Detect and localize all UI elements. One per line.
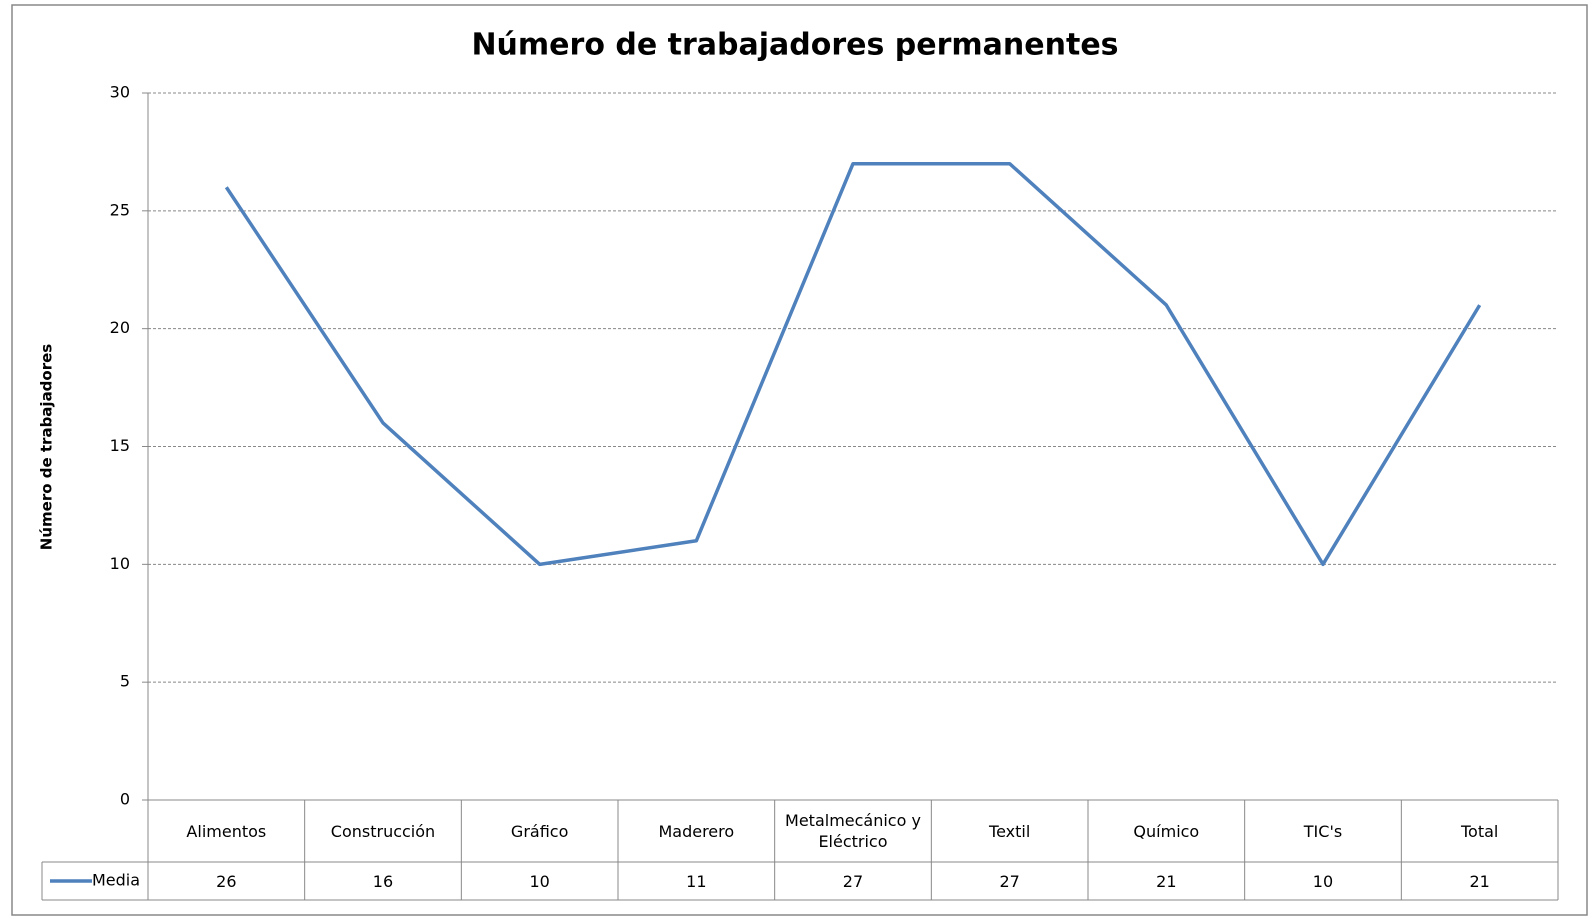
x-tick-label: Construcción [330, 821, 436, 841]
y-tick-label: 30 [110, 83, 130, 102]
table-value: 27 [999, 871, 1020, 891]
y-tick-label: 10 [110, 554, 130, 573]
y-tick-label: 0 [120, 790, 130, 809]
series-line [224, 161, 1482, 567]
x-tick-label: Textil [989, 821, 1031, 841]
x-tick-label: Gráfico [510, 821, 569, 841]
chart-border [11, 4, 1588, 916]
table-value: 16 [372, 871, 394, 891]
y-tick-label: 25 [110, 200, 130, 219]
table-value: 11 [686, 871, 707, 891]
x-tick-label: Alimentos [186, 821, 267, 841]
table-value: 10 [1312, 871, 1334, 891]
table-value: 21 [1469, 871, 1490, 891]
table-value: 27 [842, 871, 864, 891]
x-tick-label: TIC's [1303, 821, 1343, 841]
table-value: 26 [216, 871, 237, 891]
y-tick-label: 15 [110, 436, 130, 455]
x-tick-label: Metalmecánico y Eléctrico [785, 811, 921, 851]
legend-label: Media [92, 871, 140, 890]
chart-title: Número de trabajadores permanentes [471, 28, 1118, 63]
y-tick-label: 20 [110, 318, 130, 337]
y-axis-label: Número de trabajadores [38, 344, 56, 551]
x-tick-label: Total [1460, 821, 1499, 841]
table-value: 10 [529, 871, 550, 891]
table-value: 21 [1156, 871, 1177, 891]
x-tick-label: Químico [1133, 821, 1200, 841]
y-tick-label: 5 [120, 672, 130, 691]
x-tick-label: Maderero [658, 821, 735, 841]
